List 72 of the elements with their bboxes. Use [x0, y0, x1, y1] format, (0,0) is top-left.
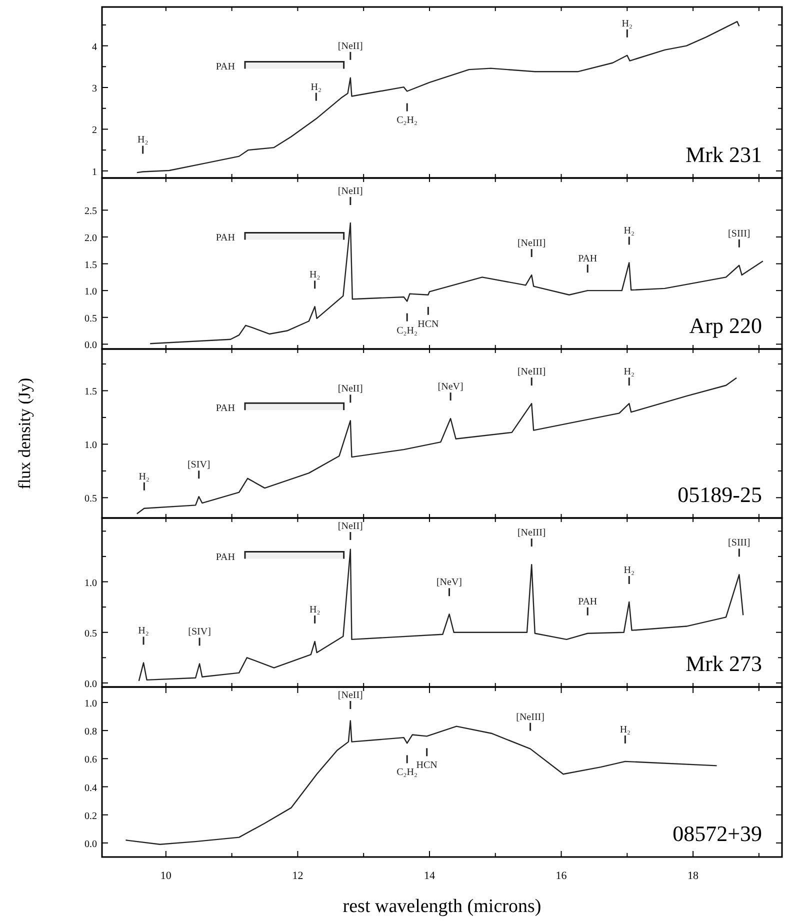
annotation: H₂	[624, 366, 634, 378]
annotation: [NeV]	[438, 382, 464, 393]
annotation: [NeII]	[338, 186, 363, 198]
y-tick-label: 2.5	[84, 206, 97, 218]
y-tick-label: 0.4	[84, 782, 97, 794]
x-tick-label: 18	[688, 870, 700, 882]
annotation: [NeII]	[338, 521, 363, 532]
annotation: [SIV]	[187, 460, 210, 471]
annotation: [NeII]	[338, 690, 363, 701]
annotation: C₂H₂	[396, 115, 418, 126]
y-tick-label: 1.0	[84, 440, 97, 452]
band-label: PAH	[216, 552, 235, 563]
annotation: H₂	[624, 564, 634, 576]
annotation: [SIII]	[728, 228, 750, 240]
annotation: HCN	[416, 760, 438, 772]
y-tick-label: 0.0	[84, 340, 97, 352]
y-tick-label: 0.5	[84, 494, 97, 505]
annotation: [SIII]	[728, 538, 750, 549]
x-tick-label: 10	[160, 870, 172, 882]
x-axis-title: rest wavelength (microns)	[342, 896, 542, 917]
annotation: H₂	[624, 226, 634, 237]
annotation: HCN	[418, 318, 439, 330]
annotation: [NeIII]	[517, 366, 546, 378]
annotation: [NeII]	[338, 384, 363, 395]
annotation: PAH	[578, 596, 598, 608]
annotation: H₂	[310, 82, 322, 93]
y-tick-label: 0.8	[84, 726, 97, 738]
y-tick-label: 4	[92, 42, 97, 53]
y-tick-label: 0.6	[84, 754, 97, 766]
annotation: H₂	[138, 471, 150, 482]
line-series	[150, 222, 764, 344]
y-tick-label: 1.0	[84, 698, 97, 710]
annotation: [NeIII]	[517, 528, 546, 539]
annotation: H₂	[309, 270, 320, 281]
text: Arp 220	[689, 313, 762, 338]
y-tick-label: 0.5	[84, 313, 97, 324]
x-tick-label: 12	[292, 870, 304, 882]
text: 05189-25	[678, 482, 762, 507]
annotation: [NeIII]	[517, 238, 546, 250]
y-tick-label: 0.0	[84, 678, 97, 690]
annotation: C₂H₂	[396, 767, 418, 778]
annotation: [NeIII]	[516, 712, 544, 723]
y-tick-label: 2	[92, 125, 97, 136]
annotation: C₂H₂	[396, 325, 418, 336]
annotation: [NeV]	[436, 577, 462, 588]
x-tick-label: 14	[424, 870, 436, 882]
y-axis-title: flux density (Jy)	[15, 378, 34, 490]
y-tick-label: 1.5	[84, 260, 97, 271]
text: 08572+39	[672, 821, 762, 846]
text: Mrk 273	[686, 651, 762, 676]
y-tick-label: 0.5	[84, 628, 97, 640]
y-tick-label: 1	[92, 166, 97, 178]
band-label: PAH	[216, 403, 235, 414]
y-tick-label: 0.0	[84, 838, 97, 850]
annotation: H₂	[137, 134, 148, 146]
annotation: H₂	[309, 604, 320, 616]
x-tick-label: 16	[556, 870, 568, 882]
band-label: PAH	[216, 232, 235, 244]
y-tick-label: 3	[92, 83, 97, 94]
band-label: PAH	[216, 62, 235, 73]
y-tick-label: 1.0	[84, 286, 97, 298]
annotation: [NeII]	[338, 40, 363, 52]
y-tick-label: 1.5	[84, 386, 97, 398]
annotation: H₂	[620, 724, 631, 736]
y-tick-label: 1.0	[84, 578, 97, 589]
annotation: [SIV]	[188, 626, 211, 638]
y-tick-label: 2.0	[84, 232, 97, 244]
text: Mrk 231	[686, 142, 762, 167]
annotation: PAH	[578, 254, 598, 265]
annotation: H₂	[138, 626, 149, 637]
y-tick-label: 0.2	[84, 810, 97, 822]
annotation: H₂	[622, 18, 633, 30]
